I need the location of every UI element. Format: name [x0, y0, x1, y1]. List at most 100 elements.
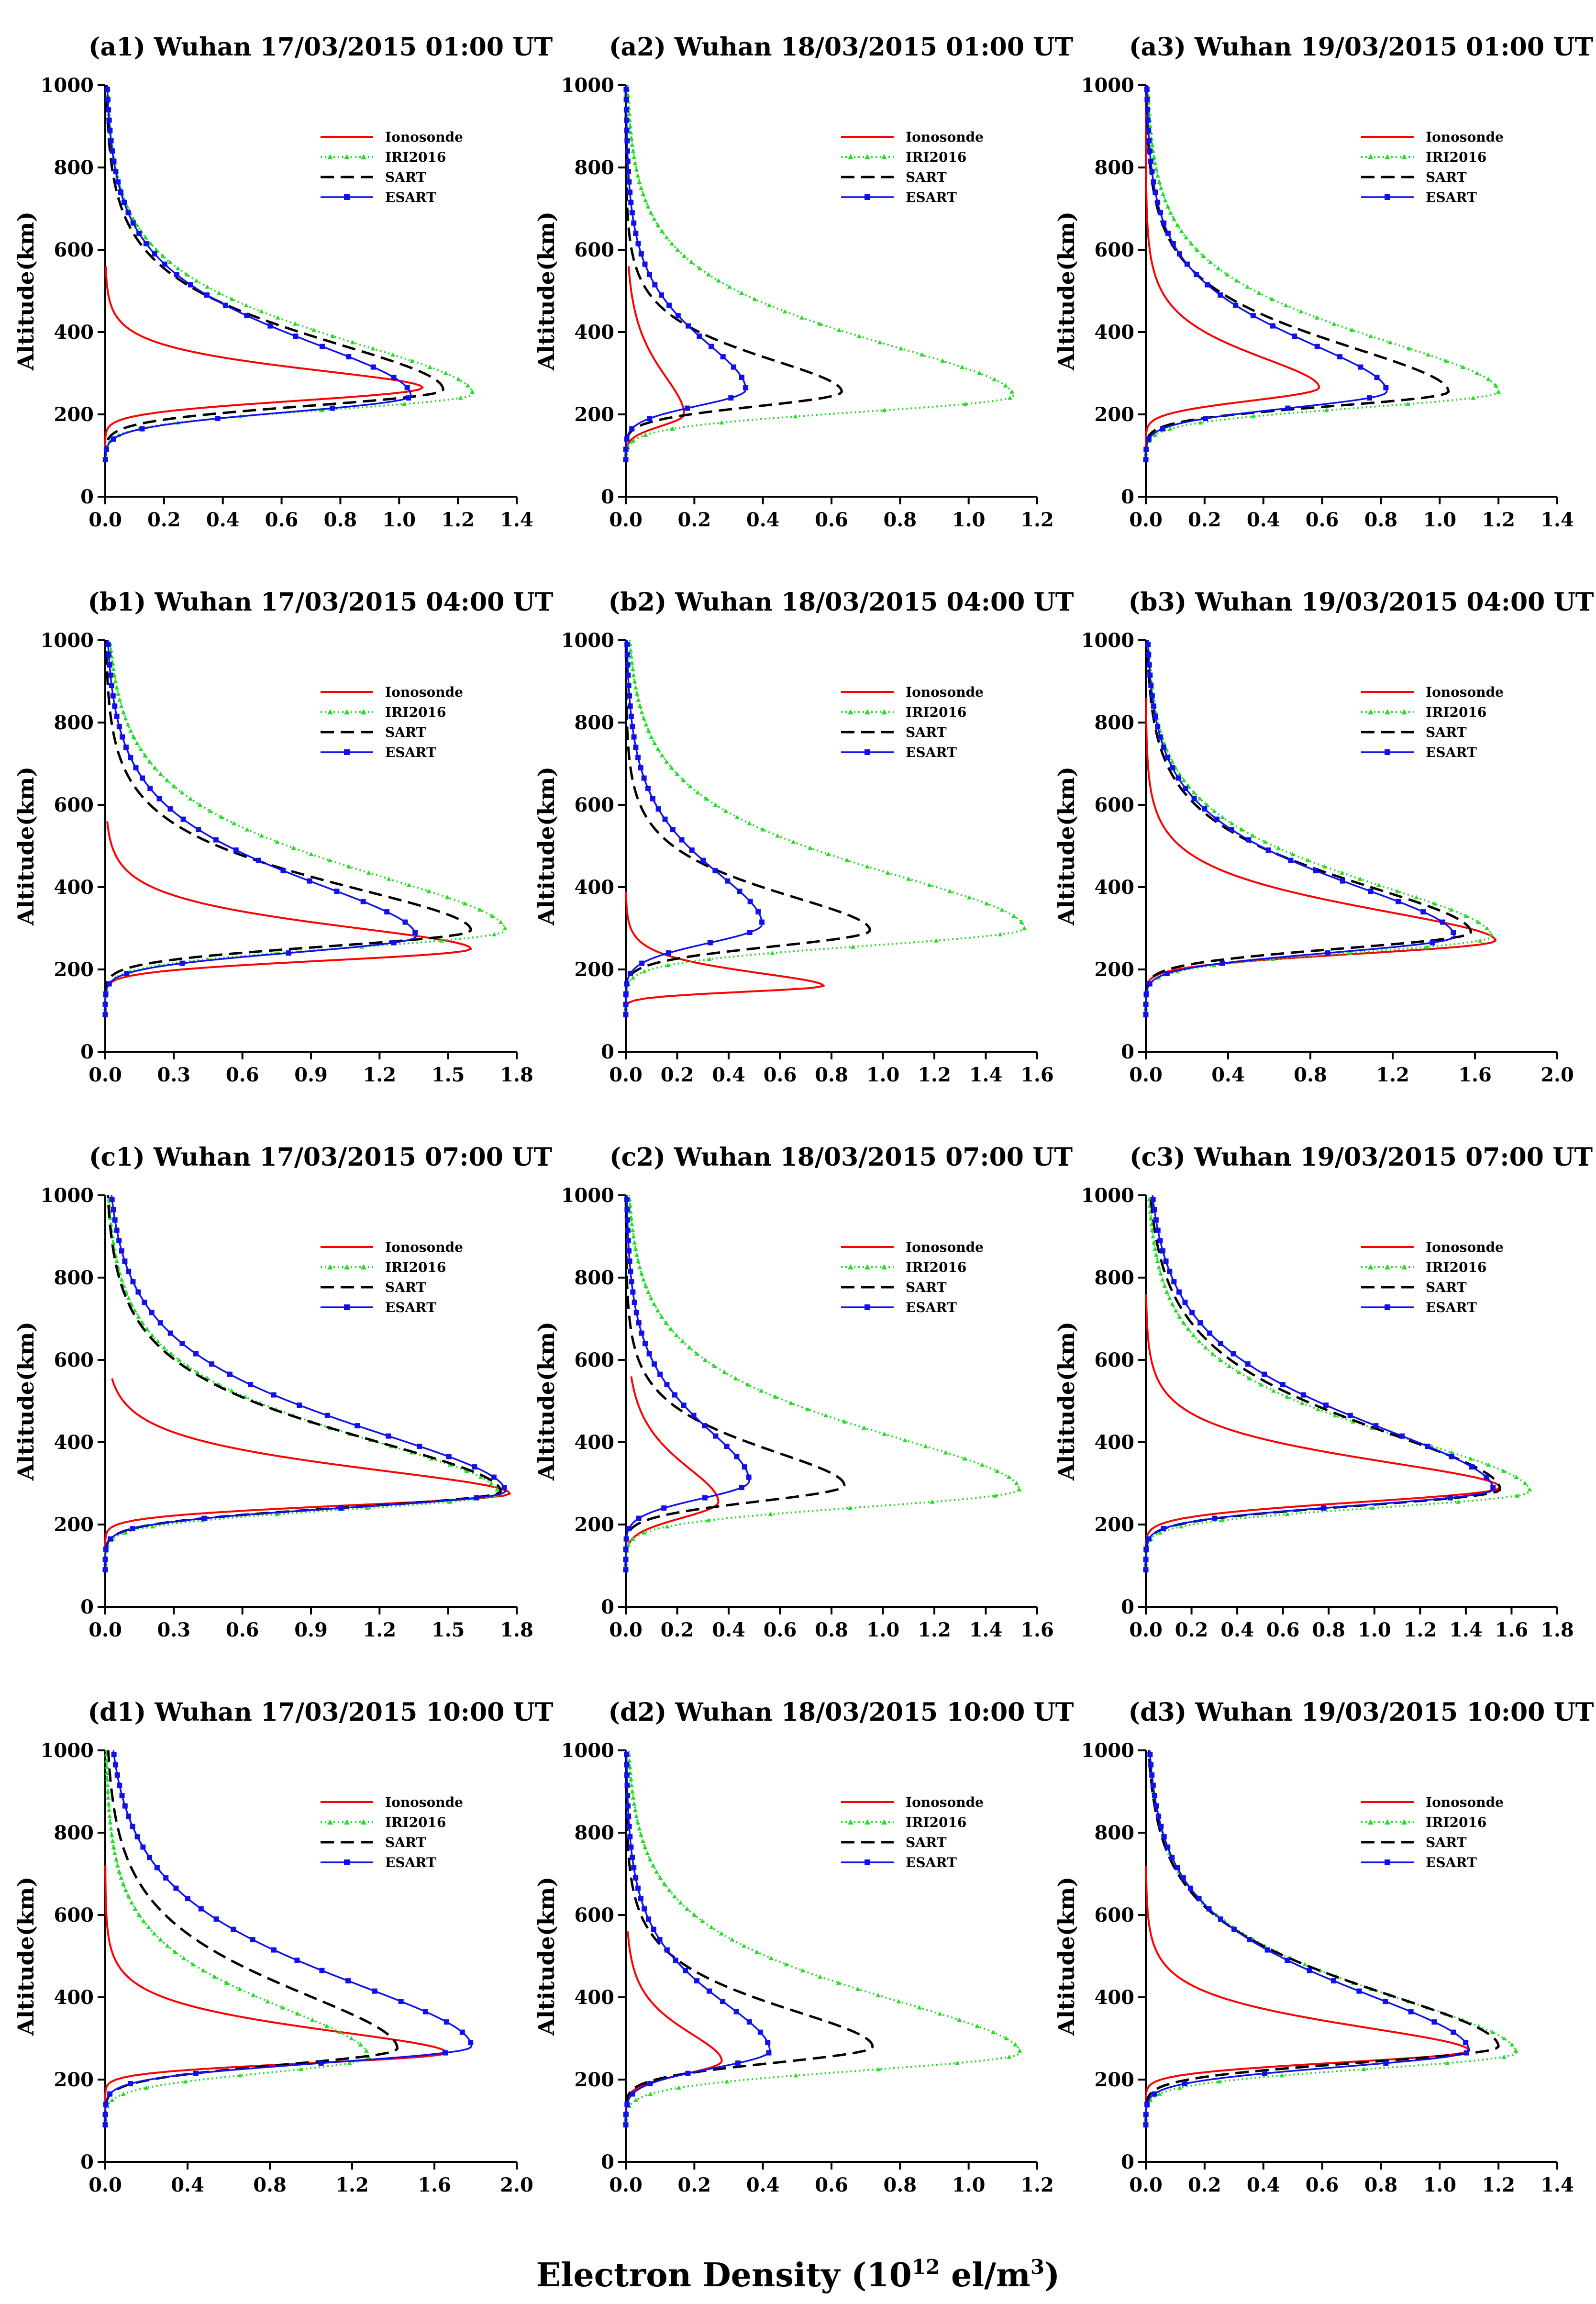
y-tick-label-c2: 800 [575, 1267, 615, 1289]
series-line-iri2016-a3 [1145, 85, 1500, 460]
esart-marker-c2 [626, 1248, 632, 1254]
esart-marker-c2 [651, 1361, 657, 1367]
iri-marker-c1 [136, 1314, 141, 1319]
legend-label-ionosonde-b3: Ionosonde [1426, 684, 1504, 700]
x-tick-label-a2: 0.0 [609, 509, 643, 531]
x-tick-label-d1: 0.4 [171, 2174, 204, 2196]
iri-marker-a3 [1368, 334, 1374, 338]
x-tick-label-a3: 0.2 [1188, 509, 1221, 531]
panel-title-b1: (b1) Wuhan 17/03/2015 04:00 UT [88, 588, 554, 617]
panel-title-c3: (c3) Wuhan 19/03/2015 07:00 UT [1130, 1143, 1593, 1172]
esart-marker-c2 [713, 1433, 719, 1439]
esart-marker-b3 [1340, 878, 1345, 884]
iri-marker-a3 [1165, 204, 1171, 209]
esart-marker-b3 [1147, 981, 1153, 987]
iri-marker-c3 [1449, 1450, 1454, 1455]
esart-marker-b1 [120, 734, 125, 740]
iri-marker-d1 [121, 2092, 126, 2096]
iri-marker-b2 [630, 667, 635, 671]
esart-marker-d1 [468, 2040, 474, 2046]
esart-marker-c3 [1143, 1547, 1149, 1552]
esart-marker-c2 [628, 1269, 633, 1274]
esart-marker-d3 [1196, 1896, 1202, 1902]
iri-marker-c2 [788, 1401, 794, 1405]
x-tick-label-b3: 2.0 [1541, 1064, 1574, 1086]
iri-marker-d2 [1017, 2048, 1022, 2053]
iri-marker-b2 [643, 722, 649, 727]
esart-marker-d1 [112, 1762, 118, 1768]
esart-marker-b3 [1146, 662, 1152, 668]
esart-marker-c3 [1182, 1300, 1188, 1305]
x-tick-label-b2: 0.2 [661, 1064, 694, 1086]
y-tick-label-a3: 200 [1095, 403, 1135, 426]
esart-marker-b3 [1175, 775, 1181, 781]
iri-marker-c2 [1006, 1475, 1011, 1480]
y-tick-label-a3: 400 [1095, 321, 1135, 344]
iri-marker-c2 [862, 1425, 867, 1430]
iri-marker-a1 [443, 371, 448, 375]
y-tick-label-b1: 1000 [41, 629, 94, 652]
iri-marker-a3 [1208, 259, 1213, 264]
esart-marker-a1 [223, 302, 229, 308]
iri-marker-c2 [646, 1290, 651, 1294]
iri-marker-c3 [1177, 1314, 1182, 1319]
series-line-esart-c1 [104, 1195, 506, 1570]
iri-marker-b2 [659, 753, 665, 757]
esart-marker-d3 [1148, 1762, 1154, 1768]
esart-marker-b1 [114, 713, 120, 719]
iri-marker-a1 [275, 315, 280, 320]
iri-marker-d1 [280, 2005, 285, 2010]
iri-marker-b1 [462, 901, 467, 906]
esart-marker-a3 [1250, 313, 1256, 319]
iri-marker-b1 [128, 728, 133, 733]
x-tick-label-c1: 1.2 [363, 1619, 397, 1641]
esart-marker-c1 [355, 1423, 360, 1429]
esart-marker-b2 [623, 991, 629, 997]
iri-marker-a3 [1426, 352, 1431, 357]
x-tick-label-c1: 0.3 [157, 1619, 191, 1641]
iri-marker-c3 [1160, 1277, 1165, 1282]
y-tick-label-a1: 0 [80, 486, 94, 508]
iri-marker-a2 [631, 148, 636, 153]
esart-marker-d1 [398, 1999, 404, 2004]
esart-marker-d3 [1262, 2070, 1268, 2076]
iri-marker-b1 [112, 673, 117, 678]
esart-marker-a1 [111, 158, 117, 164]
esart-marker-b2 [626, 683, 632, 689]
esart-marker-c1 [116, 1238, 122, 1244]
iri-marker-b1 [291, 846, 296, 850]
iri-marker-d1 [358, 2042, 363, 2047]
esart-marker-d3 [1218, 1916, 1223, 1922]
esart-marker-b3 [1368, 889, 1374, 894]
esart-marker-d1 [185, 1896, 190, 1902]
iri-marker-a1 [244, 303, 249, 308]
iri-marker-d1 [183, 2079, 188, 2084]
iri-marker-b2 [734, 814, 740, 819]
esart-marker-b2 [725, 878, 731, 884]
iri-marker-b3 [1290, 852, 1296, 857]
esart-marker-c2 [624, 1207, 630, 1213]
esart-marker-a2 [624, 138, 630, 144]
iri-marker-d2 [635, 1820, 641, 1825]
series-line-iri2016-b2 [625, 640, 1026, 1015]
esart-marker-b3 [1143, 1002, 1149, 1007]
iri-marker-d1 [119, 1875, 124, 1880]
esart-marker-a1 [107, 128, 113, 134]
iri-marker-b2 [641, 716, 646, 721]
esart-marker-a3 [1145, 128, 1151, 134]
legend-label-iri2016-c1: IRI2016 [385, 1259, 446, 1275]
esart-marker-b1 [123, 745, 129, 750]
iri-marker-d2 [724, 2079, 730, 2084]
legend-marker-d3 [1385, 1859, 1390, 1865]
esart-marker-b1 [391, 940, 397, 946]
y-tick-label-d3: 0 [1121, 2151, 1134, 2173]
panel-d3: (d3) Wuhan 19/03/2015 10:00 UT 0.0 0.2 0.4 0… [1053, 1698, 1594, 2196]
iri-marker-a3 [1471, 395, 1476, 400]
y-tick-label-b2: 1000 [561, 629, 614, 652]
iri-marker-a3 [1152, 155, 1157, 159]
esart-marker-d2 [626, 1824, 632, 1829]
legend-marker-b3 [1385, 709, 1390, 714]
esart-marker-a3 [1218, 292, 1223, 298]
x-tick-label-a2: 1.2 [1020, 509, 1054, 531]
iri-marker-c3 [1258, 1382, 1264, 1387]
